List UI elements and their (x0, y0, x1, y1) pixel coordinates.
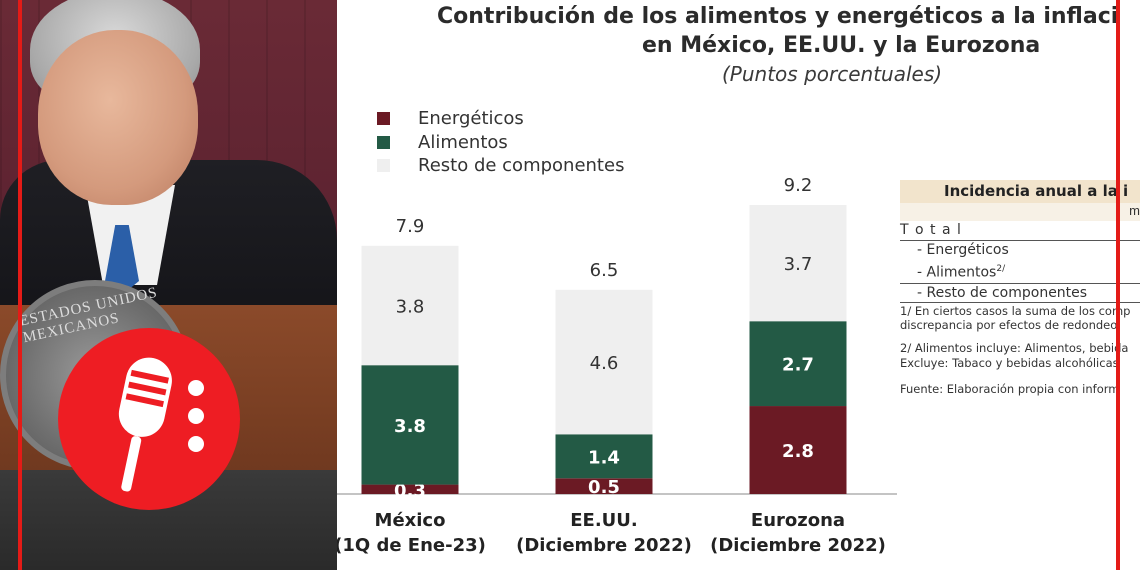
bar-segment-resto-de-componentes (361, 245, 459, 366)
bar-value-label: 3.8 (396, 297, 425, 318)
bar-total-label: 7.9 (396, 216, 425, 237)
incidence-table-header: Incidencia anual a la i (900, 180, 1140, 203)
bar-segment-energéticos (555, 478, 653, 494)
table-note-2: 2/ Alimentos incluye: Alimentos, bebida (900, 341, 1129, 355)
chart-title: Contribución de los alimentos y energéti… (437, 4, 1119, 29)
table-row-energeticos: - Energéticos (917, 242, 1009, 258)
table-note-1-cont: discrepancia por efectos de redondeo. (900, 318, 1121, 332)
frame-line-left (18, 0, 22, 570)
category-label: México (375, 510, 446, 531)
bar-value-label: 0.3 (394, 480, 426, 501)
table-row-alimentos-sup: 2/ (996, 264, 1006, 274)
legend-swatch-resto (377, 159, 390, 172)
legend-label-resto: Resto de componentes (418, 155, 625, 176)
bar-value-label: 0.5 (588, 477, 620, 498)
bar-value-label: 1.4 (588, 447, 620, 468)
bar-segment-energéticos (361, 484, 459, 494)
category-label: EE.UU. (570, 510, 638, 531)
frame-line-right (1116, 0, 1120, 570)
bar-value-label: 2.7 (782, 355, 814, 376)
bar-segment-energéticos (749, 406, 847, 494)
microphone-logo-icon (58, 328, 240, 510)
category-label: Eurozona (751, 510, 845, 531)
bar-segment-alimentos (361, 365, 459, 485)
legend-item-energeticos: Energéticos (377, 108, 524, 129)
chart-title-line2: en México, EE.UU. y la Eurozona (642, 33, 1041, 58)
bar-total-label: 9.2 (784, 175, 813, 196)
incidence-table-subheader-text: m (1129, 203, 1140, 218)
chart-panel: Contribución de los alimentos y energéti… (337, 0, 1140, 570)
table-rule (900, 302, 1140, 303)
table-row-alimentos: - Alimentos2/ (917, 264, 1005, 281)
bar-segment-resto-de-componentes (749, 205, 847, 322)
legend-swatch-alimentos (377, 136, 390, 149)
legend-label-alimentos: Alimentos (418, 132, 508, 153)
legend-item-alimentos: Alimentos (377, 132, 508, 153)
category-sublabel: (Diciembre 2022) (516, 535, 692, 556)
incidence-table-subheader: m (900, 203, 1140, 221)
bar-segment-resto-de-componentes (555, 289, 653, 435)
legend-swatch-energeticos (377, 112, 390, 125)
bar-value-label: 2.8 (782, 441, 814, 462)
legend-label-energeticos: Energéticos (418, 108, 524, 129)
bar-value-label: 3.7 (784, 254, 813, 275)
chart-subtitle: (Puntos porcentuales) (722, 62, 943, 86)
table-row-resto: - Resto de componentes (917, 285, 1088, 301)
bar-total-label: 6.5 (590, 260, 619, 281)
table-rule (900, 283, 1140, 284)
table-note-2-cont: Excluye: Tabaco y bebidas alcohólicas (900, 356, 1119, 370)
speaker-photo: ESTADOS UNIDOS MEXICANOS (0, 0, 337, 570)
bar-value-label: 3.8 (394, 416, 426, 437)
category-sublabel: (Diciembre 2022) (710, 535, 886, 556)
person-face (38, 30, 198, 205)
legend-item-resto: Resto de componentes (377, 155, 624, 176)
table-source: Fuente: Elaboración propia con inform (900, 382, 1120, 396)
bar-segment-alimentos (555, 434, 653, 479)
bar-value-label: 4.6 (590, 353, 619, 374)
category-sublabel: (1Q de Ene-23) (337, 535, 486, 556)
table-rule (900, 240, 1140, 241)
stacked-bar-chart: 0.3 3.8 3.8 7.9 México (1Q de Ene-23) 0.5 1.4 4.… (337, 175, 897, 556)
bar-segment-alimentos (749, 321, 847, 407)
table-note-1: 1/ En ciertos casos la suma de los comp (900, 304, 1131, 318)
table-row-total: T o t a l (900, 222, 962, 238)
table-row-alimentos-label: - Alimentos (917, 264, 997, 281)
